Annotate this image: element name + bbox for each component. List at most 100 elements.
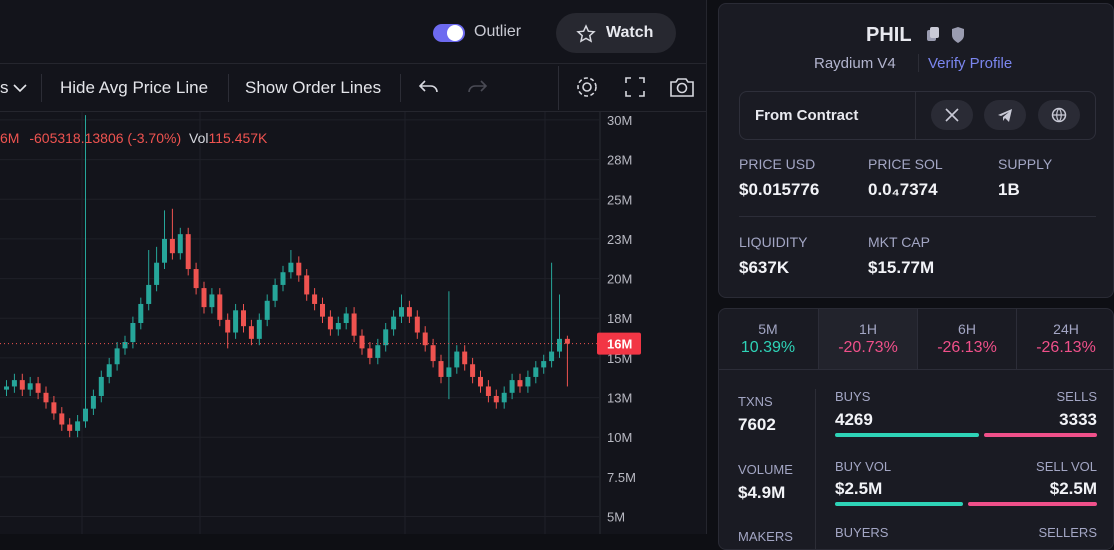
undo-icon[interactable] xyxy=(417,77,441,97)
candle-body xyxy=(122,342,128,349)
outlier-label: Outlier xyxy=(474,23,522,40)
candle-body xyxy=(67,424,73,431)
candle-body xyxy=(533,367,539,377)
order-lines-button[interactable]: Show Order Lines xyxy=(245,78,382,97)
x-button[interactable] xyxy=(931,100,973,130)
outlier-toggle[interactable] xyxy=(433,24,465,42)
candle-body xyxy=(422,332,428,346)
timeframe-tab[interactable]: 6H -26.13% xyxy=(917,309,1016,369)
y-tick-label: 13M xyxy=(607,391,632,406)
timeframe-tab[interactable]: 5M 10.39% xyxy=(719,309,817,369)
buys-label: BUYS xyxy=(835,389,871,404)
verify-profile-link[interactable]: Verify Profile xyxy=(928,55,1013,72)
timeframe-change: -20.73% xyxy=(838,339,898,356)
from-contract: From Contract xyxy=(755,107,859,124)
last-price-box xyxy=(597,332,641,355)
candle-body xyxy=(343,313,349,323)
txns-value: 7602 xyxy=(738,415,776,434)
candle-body xyxy=(217,294,223,320)
fullscreen-icon[interactable] xyxy=(624,76,646,98)
timeframe-tab[interactable]: 1H -20.73% xyxy=(818,309,917,369)
legend-change: -605318.13806 (-3.70%) xyxy=(29,130,182,146)
candle-body xyxy=(225,319,231,333)
candle-body xyxy=(564,338,570,344)
last-price-label: 16M xyxy=(607,337,632,352)
sell-vol-bar xyxy=(968,502,1097,506)
y-tick-label: 28M xyxy=(607,153,632,168)
separator xyxy=(400,74,401,102)
candle-body xyxy=(462,351,468,365)
candle-body xyxy=(43,392,49,403)
legend-volume: 115.457K xyxy=(208,130,268,146)
candle-body xyxy=(478,376,483,387)
y-tick-label: 7.5M xyxy=(607,470,636,485)
candle-body xyxy=(288,262,294,273)
candle-body xyxy=(59,413,65,425)
candle-body xyxy=(177,234,183,254)
candle-body xyxy=(383,329,389,346)
stat-label: LIQUIDITY xyxy=(739,234,808,250)
candle-body xyxy=(549,351,555,362)
redo-icon[interactable] xyxy=(465,77,489,97)
candle-body xyxy=(154,262,160,285)
dex-name: Raydium V4 xyxy=(814,55,896,72)
candle-body xyxy=(375,345,381,358)
timeframe-label: 24H xyxy=(1053,321,1079,337)
timeframe-tabs: 5M 10.39% 1H -20.73% 6H -26.13% 24H -26.13% xyxy=(719,309,1113,370)
watch-label: Watch xyxy=(606,24,654,41)
candle-body xyxy=(493,395,499,403)
contract-box: From Contract xyxy=(739,91,1096,140)
stat-value: $0.015776 xyxy=(739,180,820,199)
separator xyxy=(915,92,916,139)
watch-button[interactable]: Watch xyxy=(556,13,676,53)
stat-label: SUPPLY xyxy=(998,156,1053,172)
sell-vol-value: $2.5M xyxy=(1049,479,1097,498)
token-card: PHIL Raydium V4 Verify Profile From Cont… xyxy=(718,3,1114,298)
candle-body xyxy=(470,364,476,377)
ohlc-legend: 6M -605318.13806 (-3.70%) Vol115.457K xyxy=(0,130,267,146)
interval-menu[interactable]: s xyxy=(0,78,9,98)
separator xyxy=(41,74,42,102)
candle-body xyxy=(209,294,215,308)
timeframe-label: 6H xyxy=(958,321,976,337)
x-icon xyxy=(945,108,959,122)
candle-body xyxy=(557,338,562,352)
toggle-knob xyxy=(447,25,463,41)
stat-value: $15.77M xyxy=(868,258,935,277)
website-button[interactable] xyxy=(1038,100,1080,130)
timeframe-label: 1H xyxy=(859,321,877,337)
timeframe-change: -26.13% xyxy=(937,339,997,356)
toolbar-border xyxy=(0,111,706,112)
hide-avg-line-button[interactable]: Hide Avg Price Line xyxy=(60,78,209,97)
token-icons[interactable] xyxy=(925,26,965,44)
candle-body xyxy=(406,307,412,317)
candle-body xyxy=(27,383,33,390)
makers-label: MAKERS xyxy=(738,529,793,544)
candle-body xyxy=(280,272,286,285)
stat-label: PRICE SOL xyxy=(868,156,943,172)
timeframe-label: 5M xyxy=(758,321,778,337)
telegram-button[interactable] xyxy=(984,100,1026,130)
y-tick-label: 10M xyxy=(607,430,632,445)
timeframe-tab[interactable]: 24H -26.13% xyxy=(1016,309,1113,369)
toolbar-border xyxy=(0,63,706,64)
settings-icon[interactable] xyxy=(575,75,599,99)
timeframe-change: -26.13% xyxy=(1036,339,1096,356)
y-tick-label: 20M xyxy=(607,272,632,287)
candlestick-chart: 30M 28M 25M 23M 20M 18M 15M 13M 10M 7.5M 5M 16M xyxy=(0,112,641,534)
token-name: PHIL xyxy=(866,24,912,46)
candle-body xyxy=(264,300,270,320)
candle-body xyxy=(430,345,436,362)
sells-label: SELLS xyxy=(1056,389,1097,404)
candle-body xyxy=(193,269,199,289)
star-icon xyxy=(576,24,596,43)
y-tick-label: 25M xyxy=(607,192,632,207)
legend-volume-label: Vol xyxy=(189,130,209,146)
candle-body xyxy=(241,310,246,327)
candle-body xyxy=(367,348,373,358)
candle-body xyxy=(138,303,144,323)
candle-body xyxy=(485,386,491,396)
candle-body xyxy=(399,307,404,317)
candle-body xyxy=(248,326,254,339)
camera-icon[interactable] xyxy=(668,75,696,99)
